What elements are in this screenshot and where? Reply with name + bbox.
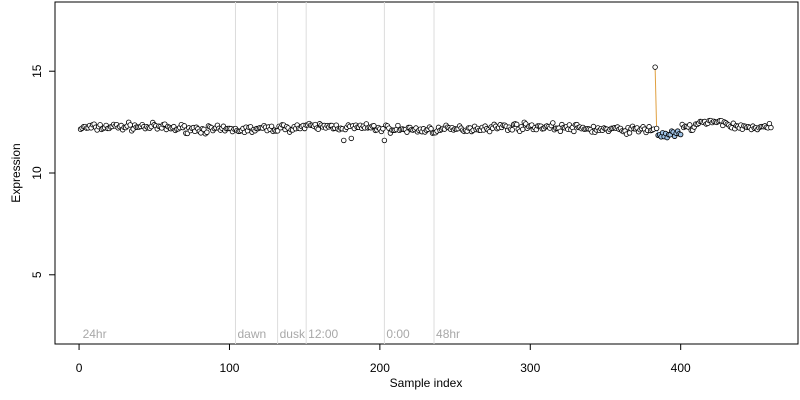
data-point xyxy=(571,128,577,135)
data-point xyxy=(127,122,133,128)
region-lines xyxy=(234,2,435,344)
data-point xyxy=(514,121,520,128)
x-axis-label: Sample index xyxy=(390,376,463,390)
data-point xyxy=(97,122,103,128)
y-axis-label: Expression xyxy=(9,143,23,202)
x-tick-label: 400 xyxy=(671,361,691,375)
highlight-segment xyxy=(654,67,658,129)
data-point xyxy=(486,128,493,135)
y-tick-label: 5 xyxy=(30,271,44,278)
data-point xyxy=(204,129,210,135)
region-label: 0:00 xyxy=(386,327,410,341)
data-point xyxy=(768,124,774,131)
data-point xyxy=(550,120,556,126)
x-tick-label: 0 xyxy=(76,361,83,375)
data-point xyxy=(274,128,281,134)
x-tick-label: 300 xyxy=(520,361,540,375)
x-axis: 0 100 200 300 400 xyxy=(76,344,691,375)
data-point xyxy=(315,126,321,132)
region-label: 12:00 xyxy=(308,327,338,341)
y-tick-label: 10 xyxy=(30,166,44,180)
data-point xyxy=(653,125,660,132)
data-point xyxy=(557,128,564,134)
data-point xyxy=(348,135,354,142)
region-label: 48hr xyxy=(436,327,460,341)
region-label: dusk xyxy=(280,327,306,341)
data-point xyxy=(687,122,693,128)
data-point xyxy=(428,126,434,132)
data-point xyxy=(381,137,388,144)
data-point xyxy=(520,126,526,133)
x-tick-label: 200 xyxy=(370,361,390,375)
data-point xyxy=(268,123,275,130)
data-point xyxy=(509,127,515,133)
data-point xyxy=(371,123,377,129)
data-point xyxy=(404,129,410,135)
y-axis: 5 10 15 xyxy=(30,64,55,278)
data-point xyxy=(677,131,684,138)
x-tick-label: 100 xyxy=(219,361,239,375)
y-tick-label: 15 xyxy=(30,64,44,78)
data-point xyxy=(652,64,658,70)
region-label: 24hr xyxy=(83,327,107,341)
data-point xyxy=(395,122,401,129)
region-label: dawn xyxy=(237,327,266,341)
data-point xyxy=(181,123,188,129)
data-point xyxy=(380,126,386,132)
data-points xyxy=(77,64,774,144)
data-point xyxy=(341,137,347,144)
region-labels: 24hr dawn dusk 12:00 0:00 48hr xyxy=(83,327,460,341)
plot-frame xyxy=(54,1,799,345)
